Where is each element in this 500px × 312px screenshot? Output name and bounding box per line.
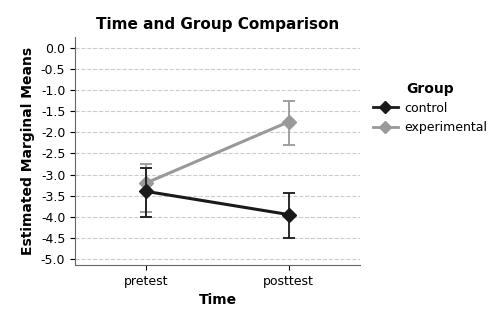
X-axis label: Time: Time <box>198 294 236 308</box>
Title: Time and Group Comparison: Time and Group Comparison <box>96 17 339 32</box>
Legend: control, experimental: control, experimental <box>369 78 491 138</box>
Y-axis label: Estimated Marginal Means: Estimated Marginal Means <box>21 47 35 256</box>
